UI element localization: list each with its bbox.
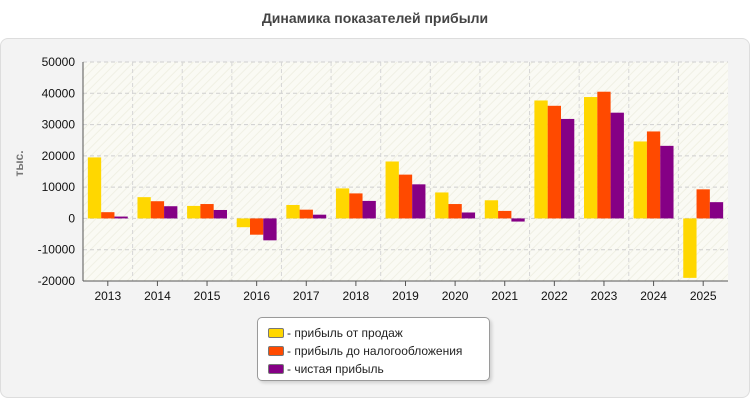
bar-2024-2 <box>660 145 674 219</box>
bar-2017-1 <box>299 209 313 219</box>
bar-2021-1 <box>498 210 512 219</box>
legend-swatch <box>268 328 284 338</box>
y-tick-label: -10000 <box>38 243 76 257</box>
x-tick-label: 2024 <box>640 289 667 303</box>
bar-2021-0 <box>484 200 499 219</box>
x-tick-label: 2014 <box>144 289 171 303</box>
bar-2025-0 <box>683 218 697 278</box>
bar-2024-0 <box>633 141 647 219</box>
x-tick-label: 2017 <box>293 289 320 303</box>
bar-2020-2 <box>461 212 476 219</box>
legend: - прибыль от продаж - прибыль до налогоо… <box>257 317 490 381</box>
x-tick-label: 2019 <box>392 289 419 303</box>
bar-2013-1 <box>101 212 115 219</box>
y-tick-label: 10000 <box>42 180 76 194</box>
bar-2016-2 <box>263 218 277 241</box>
legend-item: - прибыль до налогообложения <box>268 342 489 360</box>
bar-2020-1 <box>448 204 462 219</box>
legend-swatch <box>268 364 284 374</box>
bar-2022-1 <box>547 105 561 219</box>
bar-2019-2 <box>412 184 426 219</box>
x-tick-label: 2020 <box>442 289 469 303</box>
bar-2025-1 <box>696 189 710 219</box>
y-tick-label: 0 <box>68 211 75 225</box>
axes: 50000 40000 30000 20000 10000 0 -10000 -20000 20… <box>38 55 728 303</box>
x-tick-label: 2016 <box>243 289 270 303</box>
bar-2021-2 <box>511 218 525 222</box>
bar-2025-2 <box>709 202 724 219</box>
bar-2015-2 <box>213 209 227 219</box>
bar-2014-1 <box>150 201 165 219</box>
x-tick-label: 2025 <box>690 289 717 303</box>
y-axis-label: тыс. <box>12 150 26 176</box>
legend-item: - прибыль от продаж <box>268 324 489 342</box>
bar-2013-0 <box>87 157 102 219</box>
bars <box>87 91 724 278</box>
x-tick-label: 2021 <box>491 289 518 303</box>
legend-swatch <box>268 346 284 356</box>
y-tick-label: 50000 <box>42 55 76 69</box>
bar-2016-0 <box>236 218 251 228</box>
bar-2019-1 <box>398 174 413 219</box>
legend-label: - прибыль от продаж <box>287 326 403 340</box>
plot-area <box>83 62 728 281</box>
bar-2019-0 <box>385 161 399 219</box>
bar-2024-1 <box>646 131 661 219</box>
bar-2023-1 <box>597 91 611 219</box>
bar-2015-1 <box>200 204 214 219</box>
bar-2018-0 <box>335 188 350 219</box>
y-tick-label: 20000 <box>42 149 76 163</box>
bar-2020-0 <box>435 192 449 219</box>
bar-2022-0 <box>534 100 548 219</box>
bar-2013-2 <box>114 216 128 219</box>
bar-2018-2 <box>362 200 376 219</box>
y-tick-label: 30000 <box>42 118 76 132</box>
bar-2015-0 <box>187 205 201 219</box>
bar-2014-0 <box>137 197 151 219</box>
x-tick-label: 2023 <box>591 289 618 303</box>
legend-item: - чистая прибыль <box>268 360 489 378</box>
y-tick-label: 40000 <box>42 86 76 100</box>
y-tick-label: -20000 <box>38 274 76 288</box>
bar-2022-2 <box>560 118 575 219</box>
bar-2018-1 <box>349 193 363 219</box>
bar-2017-2 <box>312 214 327 219</box>
bar-2014-2 <box>164 206 178 219</box>
legend-label: - чистая прибыль <box>287 362 384 376</box>
x-tick-label: 2013 <box>94 289 121 303</box>
bar-2023-0 <box>584 97 598 219</box>
bar-2016-1 <box>250 218 264 235</box>
x-tick-label: 2022 <box>541 289 568 303</box>
bar-2017-0 <box>286 204 300 219</box>
bar-2023-2 <box>610 112 624 219</box>
x-tick-label: 2015 <box>194 289 221 303</box>
chart-title: Динамика показателей прибыли <box>261 10 489 26</box>
x-tick-label: 2018 <box>343 289 370 303</box>
legend-label: - прибыль до налогообложения <box>287 344 463 358</box>
